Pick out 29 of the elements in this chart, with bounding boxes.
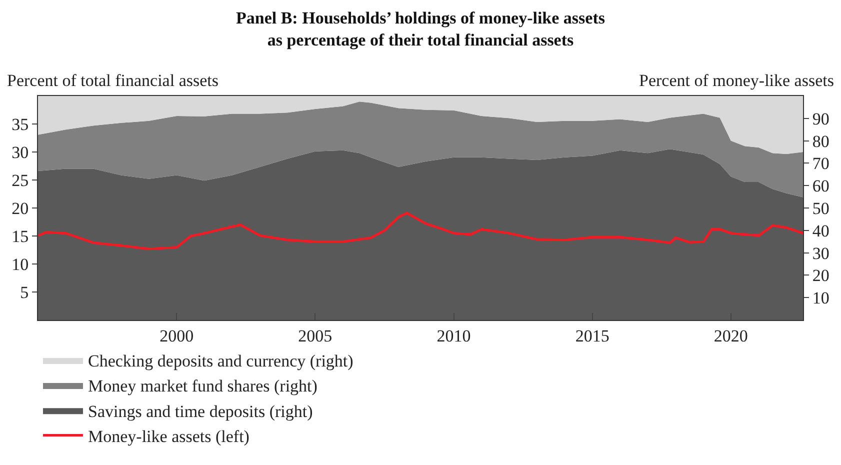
x-tick-label: 2000 [160,326,194,346]
y2-tick-label: 30 [812,244,830,263]
x-tick-label: 2020 [714,326,748,346]
y-tick-label: 35 [12,114,29,134]
y2-tick-label: 40 [812,221,830,240]
y2-tick-label: 60 [812,176,830,196]
legend-label: Checking deposits and currency (right) [88,352,354,371]
chart-title: Panel B: Households’ holdings of money-like assets as percentage of their total financial assets [236,8,606,50]
y-tick-label: 5 [20,282,29,302]
x-tick-label: 2015 [575,326,610,346]
y-tick-label: 10 [12,254,29,274]
y2-tick-label: 90 [812,109,830,128]
line-series [38,212,803,250]
y2-tick-label: 10 [812,288,830,308]
y2-axis-title: Percent of money-like assets [639,71,834,90]
y-tick-label: 25 [12,170,29,190]
y2-tick-label: 70 [812,154,830,174]
legend-label: Savings and time deposits (right) [88,402,313,421]
y2-tick-label: 50 [812,198,830,218]
y-tick-label: 20 [12,198,29,218]
y2-tick-label: 80 [812,132,830,151]
x-tick-label: 2005 [298,326,332,346]
legend-label: Money market fund shares (right) [88,376,318,396]
y-tick-label: 15 [12,226,29,246]
legend-label: Money-like assets (left) [88,426,250,446]
x-tick-label: 2010 [436,326,471,346]
y2-tick-label: 20 [812,266,830,286]
y-axis-title: Percent of total financial assets [7,71,218,90]
y-tick-label: 30 [12,142,29,162]
